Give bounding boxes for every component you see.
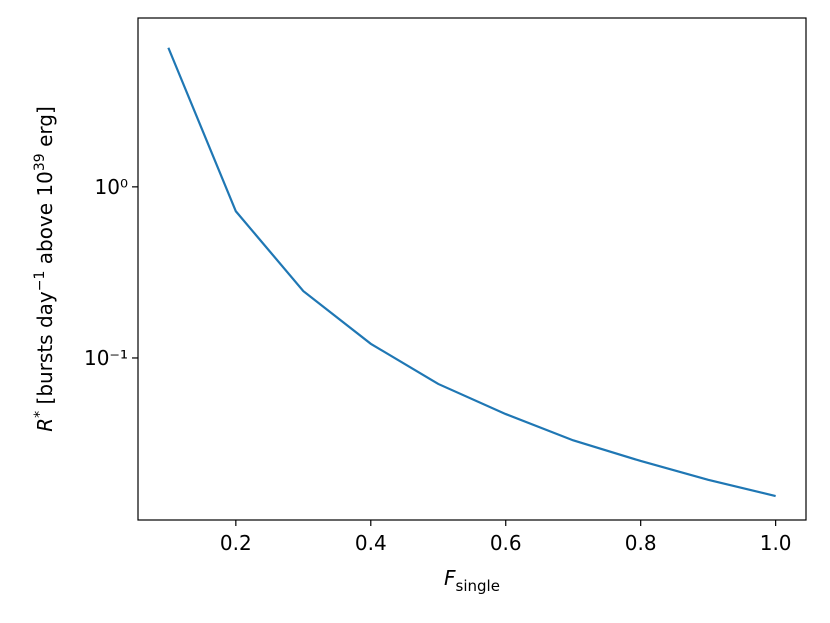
y-axis-label: R* [bursts day−1 above 1039 erg]	[32, 106, 57, 432]
x-tick-label: 0.4	[355, 531, 387, 555]
x-axis-label: Fsingle	[444, 566, 500, 595]
x-tick-label: 0.6	[490, 531, 522, 555]
x-tick-label: 0.2	[220, 531, 252, 555]
y-tick-label: 10⁰	[95, 175, 128, 199]
plot-frame	[137, 17, 807, 521]
y-tick-label: 10⁻¹	[84, 346, 128, 370]
x-tick-label: 0.8	[625, 531, 657, 555]
x-tick-label: 1.0	[760, 531, 792, 555]
line-series	[167, 47, 776, 498]
